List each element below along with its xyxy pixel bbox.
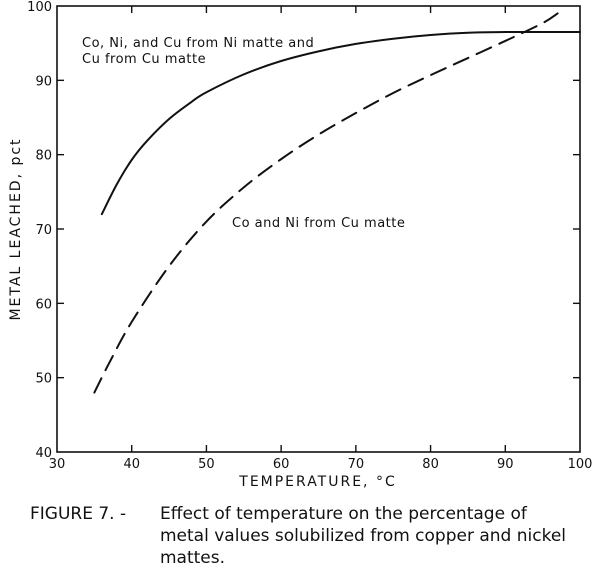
- x-tick-label: 60: [273, 457, 290, 472]
- series-line-solid: [100, 30, 581, 216]
- x-axis-label: TEMPERATURE, °C: [238, 474, 396, 490]
- y-tick-label: 50: [35, 372, 52, 387]
- figure-caption-label: FIGURE 7. -: [30, 504, 127, 524]
- x-tick-label: 80: [422, 457, 439, 472]
- x-tick-label: 30: [49, 457, 66, 472]
- figure-caption-text: Effect of temperature on the percentage …: [160, 504, 567, 568]
- x-tick-label: 70: [348, 457, 365, 472]
- x-tick-label: 40: [123, 457, 140, 472]
- series-line-dashed: [93, 12, 559, 394]
- x-tick-label: 50: [198, 457, 215, 472]
- axis-ticks: [57, 6, 580, 452]
- y-tick-label: 90: [35, 74, 52, 89]
- y-tick-label: 40: [35, 446, 52, 461]
- y-tick-label: 60: [35, 297, 52, 312]
- y-tick-label: 70: [35, 223, 52, 238]
- figure-caption: FIGURE 7. - Effect of temperature on the …: [30, 503, 590, 569]
- x-tick-label: 100: [568, 457, 593, 472]
- series-layer: [93, 12, 581, 394]
- annotation-dashed: Co and Ni from Cu matte: [232, 216, 405, 231]
- annotation-solid-line2: Cu from Cu matte: [82, 52, 206, 67]
- y-tick-label: 80: [35, 149, 52, 164]
- y-tick-label: 100: [27, 0, 52, 15]
- y-axis-label: METAL LEACHED, pct: [8, 137, 24, 320]
- x-tick-label: 90: [497, 457, 514, 472]
- annotation-solid-line1: Co, Ni, and Cu from Ni matte and: [82, 36, 314, 51]
